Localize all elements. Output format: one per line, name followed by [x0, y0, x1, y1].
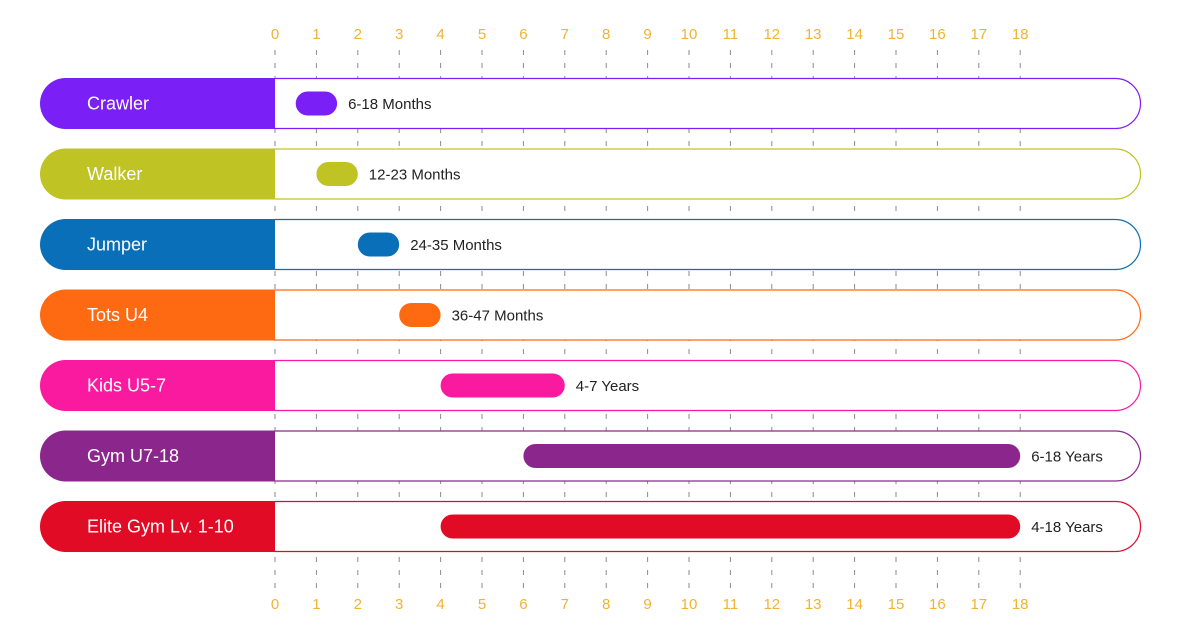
range-bar	[440, 514, 1021, 539]
top-tick-label-5: 5	[478, 26, 486, 43]
top-tick-label-4: 4	[436, 26, 444, 43]
top-tick-label-6: 6	[519, 26, 527, 43]
bottom-tick-label-17: 17	[970, 596, 987, 613]
row-label: Jumper	[87, 235, 147, 255]
range-label: 6-18 Years	[1031, 449, 1103, 466]
bottom-tick-label-5: 5	[478, 596, 486, 613]
row-jumper: Jumper 24-35 Months	[40, 218, 1142, 271]
row-label-block	[40, 289, 276, 341]
row-track	[275, 359, 1142, 412]
bottom-axis-ticks: 0 1 2 3 4 5 6 7 8 9 10 11 12 13 14 15 16 17 18	[271, 596, 1029, 613]
bottom-tick-label-1: 1	[312, 596, 320, 613]
row-crawler: Crawler 6-18 Months	[40, 77, 1142, 130]
row-gym-u7-18: Gym U7-18 6-18 Years	[40, 430, 1142, 482]
row-track	[275, 218, 1142, 271]
row-tots-u4: Tots U4 36-47 Months	[40, 289, 1142, 341]
top-tick-label-15: 15	[888, 26, 905, 43]
row-label-block	[40, 148, 276, 200]
row-elite-gym-lv-1-10: Elite Gym Lv. 1-10 4-18 Years	[40, 500, 1142, 553]
top-axis-ticks: 0 1 2 3 4 5 6 7 8 9 10 11 12 13 14 15 16 17 18	[271, 26, 1029, 43]
bottom-tick-label-16: 16	[929, 596, 946, 613]
top-tick-label-12: 12	[763, 26, 780, 43]
top-tick-label-16: 16	[929, 26, 946, 43]
program-rows: Crawler 6-18 Months Walker 12-23 Months Jump…	[40, 77, 1142, 553]
top-tick-label-1: 1	[312, 26, 320, 43]
row-track	[275, 289, 1142, 341]
range-bar	[440, 373, 565, 398]
top-tick-label-7: 7	[561, 26, 569, 43]
bottom-tick-label-14: 14	[846, 596, 863, 613]
bottom-tick-label-18: 18	[1012, 596, 1029, 613]
bottom-tick-label-15: 15	[888, 596, 905, 613]
bottom-tick-label-12: 12	[763, 596, 780, 613]
top-tick-label-14: 14	[846, 26, 863, 43]
bottom-tick-label-10: 10	[681, 596, 698, 613]
top-tick-label-11: 11	[723, 26, 739, 43]
row-label: Gym U7-18	[87, 446, 179, 466]
top-tick-label-10: 10	[681, 26, 698, 43]
row-label: Elite Gym Lv. 1-10	[87, 517, 234, 537]
top-tick-label-0: 0	[271, 26, 279, 43]
range-label: 12-23 Months	[369, 167, 461, 184]
bottom-tick-label-11: 11	[723, 596, 739, 613]
bottom-tick-label-8: 8	[602, 596, 610, 613]
bottom-tick-label-9: 9	[643, 596, 651, 613]
bottom-tick-label-2: 2	[354, 596, 362, 613]
row-label-block	[40, 430, 276, 482]
bottom-tick-label-3: 3	[395, 596, 403, 613]
row-label-block	[40, 360, 276, 411]
row-label: Walker	[87, 164, 142, 184]
bottom-tick-label-6: 6	[519, 596, 527, 613]
bottom-tick-label-7: 7	[561, 596, 569, 613]
top-tick-label-3: 3	[395, 26, 403, 43]
row-label-block	[40, 501, 276, 552]
top-tick-label-13: 13	[805, 26, 822, 43]
top-tick-label-17: 17	[970, 26, 987, 43]
bottom-tick-label-13: 13	[805, 596, 822, 613]
range-bar	[399, 303, 441, 327]
row-label-block	[40, 219, 276, 270]
range-bar	[357, 232, 400, 257]
top-tick-label-8: 8	[602, 26, 610, 43]
row-label: Crawler	[87, 94, 149, 114]
row-track	[275, 77, 1142, 130]
range-label: 24-35 Months	[410, 237, 502, 254]
range-label: 4-7 Years	[576, 378, 639, 395]
bottom-tick-label-0: 0	[271, 596, 279, 613]
row-label-block	[40, 78, 276, 129]
row-kids-u5-7: Kids U5-7 4-7 Years	[40, 359, 1142, 412]
range-label: 36-47 Months	[452, 308, 544, 325]
row-label: Kids U5-7	[87, 376, 166, 396]
range-label: 4-18 Years	[1031, 519, 1103, 536]
top-tick-label-9: 9	[643, 26, 651, 43]
range-bar	[295, 91, 338, 116]
range-bar	[316, 162, 358, 186]
row-label: Tots U4	[87, 305, 148, 325]
row-track	[275, 148, 1142, 200]
row-walker: Walker 12-23 Months	[40, 148, 1142, 200]
top-tick-label-2: 2	[354, 26, 362, 43]
bottom-tick-label-4: 4	[436, 596, 444, 613]
range-bar	[523, 444, 1021, 468]
top-tick-label-18: 18	[1012, 26, 1029, 43]
range-label: 6-18 Months	[348, 96, 431, 113]
